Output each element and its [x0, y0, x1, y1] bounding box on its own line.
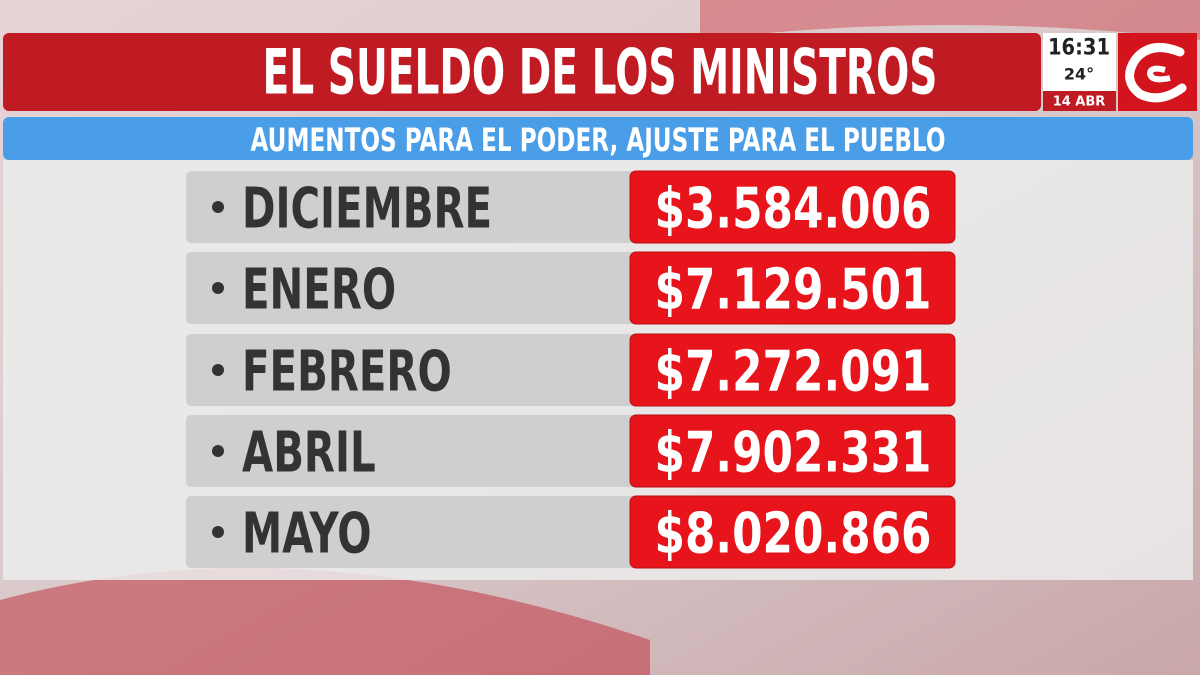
row-label: DICIEMBRE: [242, 177, 492, 242]
row-label: ABRIL: [242, 421, 376, 486]
row-label: ENERO: [242, 258, 396, 323]
row-value-box: [629, 170, 956, 244]
background-shape: [700, 0, 1200, 40]
title: EL SUELDO DE LOS MINISTROS: [263, 36, 938, 109]
row-value: $7.902.331: [655, 421, 932, 486]
clock-time: 16:31: [1048, 36, 1110, 61]
logo-mark: [1146, 65, 1171, 83]
row-value-box: [629, 333, 956, 407]
row-label-box: [186, 415, 636, 487]
row-label-box: [186, 334, 636, 406]
row-value: $7.272.091: [655, 340, 932, 405]
row-value: $7.129.501: [655, 258, 932, 323]
row-label-box: [186, 252, 636, 324]
title-bar: [3, 33, 1041, 111]
bullet: [212, 201, 224, 213]
row-value-box: [629, 495, 956, 569]
row-label: FEBRERO: [242, 340, 452, 405]
background-shape: [0, 568, 650, 675]
clock-date-box: [1043, 91, 1116, 111]
subtitle-bar: [3, 117, 1193, 160]
bullet: [212, 526, 224, 538]
bullet: [212, 364, 224, 376]
bullet: [212, 445, 224, 457]
clock-temperature: 24°: [1064, 65, 1094, 84]
clock-box: [1043, 33, 1116, 91]
row-label-box: [186, 496, 636, 568]
row-value: $8.020.866: [655, 502, 932, 567]
row-label-box: [186, 171, 636, 243]
row-value-box: [629, 414, 956, 488]
row-label: MAYO: [242, 502, 372, 567]
subtitle: AUMENTOS PARA EL PODER, AJUSTE PARA EL P…: [251, 121, 946, 159]
bullet: [212, 282, 224, 294]
logo-mark: [1125, 43, 1187, 103]
row-value-box: [629, 251, 956, 325]
row-value: $3.584.006: [655, 177, 932, 242]
clock-date: 14 ABR: [1053, 95, 1106, 110]
table: DICIEMBRE $3.584.006 ENERO $7.129.501 FEBRER…: [186, 170, 956, 569]
